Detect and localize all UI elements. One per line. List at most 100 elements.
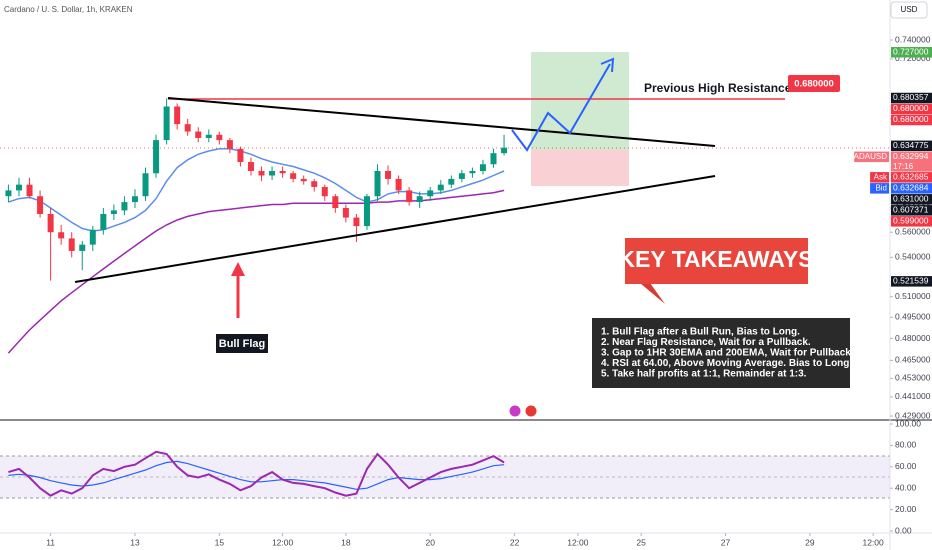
candle-body: [427, 190, 434, 197]
takeaway-line: 5. Take half profits at 1:1, Remainder a…: [601, 369, 807, 380]
y-tick-label: 0.740000: [895, 34, 931, 44]
y-tick-label: 0.510000: [895, 291, 931, 301]
candle-body: [68, 238, 75, 251]
x-tick-label: 25: [636, 537, 646, 547]
candle-body: [258, 170, 265, 176]
price-tag-name-box: [870, 172, 889, 183]
price-tag-label: 0.632684: [893, 183, 929, 193]
candle-body: [279, 170, 286, 174]
price-tag-name-box: [870, 183, 889, 194]
currency[interactable]: USD: [901, 5, 918, 14]
symbol-title: Cardano / U. S. Dollar, 1h, KRAKEN: [4, 5, 133, 14]
price-tag: [891, 151, 932, 172]
candle-body: [79, 244, 86, 251]
price-tag-label: 0.632685: [893, 172, 929, 182]
price-tag: [891, 140, 932, 152]
takeaways-pointer: [640, 283, 665, 304]
candle-body: [89, 229, 96, 245]
y-tick-label: 0.00: [895, 525, 912, 535]
candle-body: [321, 186, 328, 197]
candle-body: [332, 196, 339, 209]
price-tag: [891, 183, 932, 194]
currency-box[interactable]: [890, 1, 928, 19]
resistance-price: 0.680000: [794, 79, 834, 90]
y-tick-label: 100.00: [895, 418, 921, 428]
price-tag: [891, 103, 932, 115]
candle-body: [416, 196, 423, 203]
candle-body: [216, 134, 223, 141]
x-tick-label: 27: [721, 537, 731, 547]
candle-body: [153, 140, 160, 174]
y-tick-label: 0.441000: [895, 391, 931, 401]
takeaways-title-box: [625, 238, 808, 284]
icon[interactable]: [525, 405, 537, 417]
y-tick-label: 0.540000: [895, 252, 931, 262]
candle-body: [226, 140, 233, 149]
candle-body: [142, 173, 149, 197]
candle-body: [195, 131, 202, 138]
price-tag: [891, 92, 932, 104]
takeaway-line: 2. Near Flag Resistance, Wait for a Pull…: [601, 337, 811, 348]
price-tag-name-box: [854, 151, 889, 163]
resistance-tag: [788, 75, 840, 92]
candle-body: [205, 134, 212, 138]
x-tick-label: 15: [215, 537, 225, 547]
resistance-text: Previous High Resistance: [644, 81, 792, 95]
price-tag-label: 0.634775: [893, 140, 929, 150]
price-tag-name: Ask: [874, 172, 888, 181]
price-tag-label: 0.607371: [893, 205, 929, 215]
stop-zone: [531, 150, 629, 186]
candle-body: [490, 153, 497, 165]
candle-body: [163, 106, 170, 141]
price-tag-label: 0.632994: [893, 151, 929, 161]
y-tick-label: 80.00: [895, 440, 917, 450]
candle-body: [448, 178, 455, 185]
rsi-line: [8, 450, 505, 497]
price-tag: [891, 114, 932, 126]
candle-body: [237, 148, 244, 163]
y-tick-label: 60.00: [895, 461, 917, 471]
x-tick-label: 12:00: [862, 537, 884, 547]
candle-body: [47, 213, 54, 233]
y-tick-label: 40.00: [895, 482, 917, 492]
price-tag-label: 0.680357: [893, 92, 929, 102]
price-tag-label: 0.727000: [893, 46, 929, 56]
price-tag: [891, 276, 932, 287]
candle-body: [15, 184, 22, 191]
candle-body: [121, 202, 128, 211]
x-tick-label: 13: [130, 537, 140, 547]
candle-body: [353, 217, 360, 227]
price-tag-label: 0.680000: [893, 114, 929, 124]
target-zone: [531, 52, 629, 150]
price-tag: [891, 205, 932, 216]
candle-body: [479, 164, 486, 171]
y-tick-label: 0.495000: [895, 312, 931, 322]
candle-body: [300, 178, 307, 182]
candle-body: [247, 162, 254, 171]
candle-body: [311, 181, 318, 187]
price-tag: [891, 216, 932, 227]
candle-body: [458, 173, 465, 179]
candle-body: [385, 170, 392, 179]
candle-body: [58, 232, 65, 239]
takeaway-line: 3. Gap to 1HR 30EMA and 200EMA, Wait for…: [601, 348, 854, 359]
candle-body: [184, 124, 191, 132]
takeaways: 1. Bull Flag after a Bull Run, Bias to L…: [601, 327, 854, 380]
icon[interactable]: [509, 405, 521, 417]
projection-head: [600, 57, 615, 73]
price-tag-name: ADAUSD: [854, 152, 888, 161]
x-tick-label: 12:00: [567, 537, 589, 547]
y-tick-label: 20.00: [895, 504, 917, 514]
price-tag-sub: 17:16: [893, 162, 914, 171]
candle-body: [501, 147, 508, 154]
price-tag-label: 0.599000: [893, 216, 929, 226]
price-tag-label: 0.631000: [893, 194, 929, 204]
flag-label: Bull Flag: [219, 338, 265, 350]
price-tag: [891, 47, 932, 58]
x-tick-label: 18: [341, 537, 351, 547]
y-tick-label: 0.560000: [895, 226, 931, 236]
candle-body: [131, 196, 138, 203]
candle-body: [437, 184, 444, 191]
candle-body: [469, 170, 476, 174]
